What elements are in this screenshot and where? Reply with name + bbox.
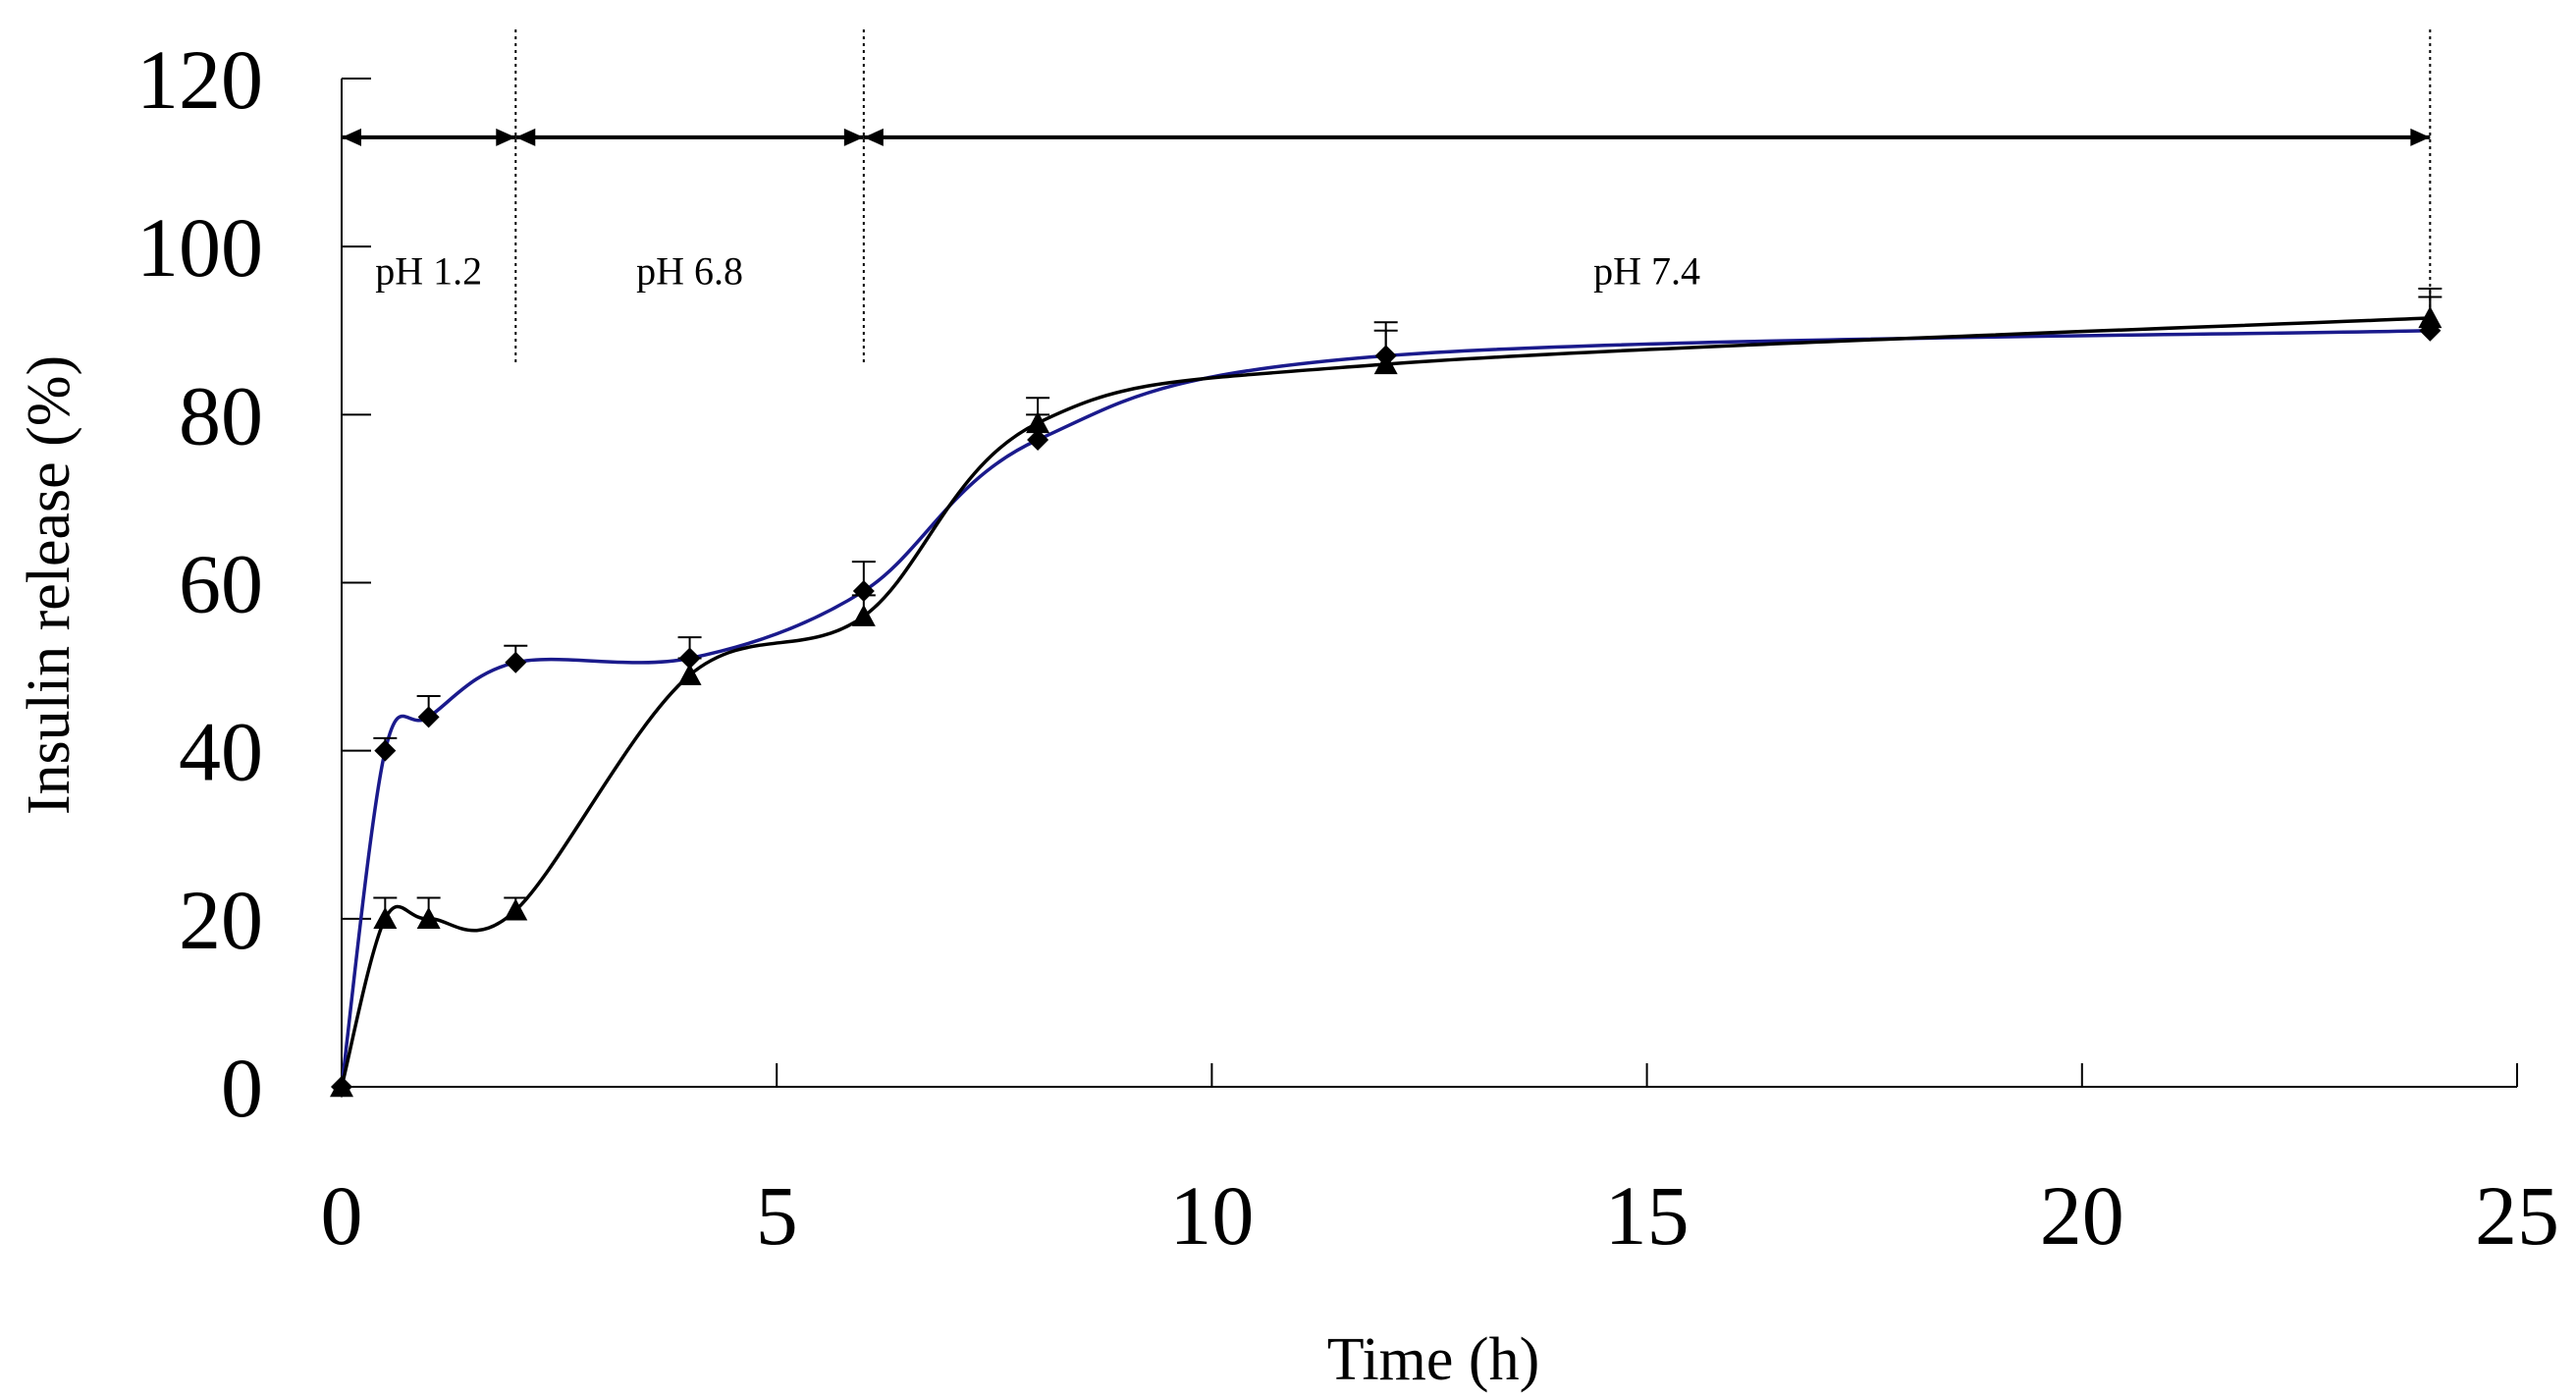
series-line <box>340 316 2431 1088</box>
data-point-triangle <box>1373 351 1398 375</box>
ticks: 0 20 40 60 80 100 120 0 5 10 15 20 25 <box>136 32 2559 1263</box>
data-point-diamond <box>852 580 875 603</box>
data-point-diamond <box>1027 429 1049 452</box>
ph-regions: pH 1.2 pH 6.8 pH 7.4 <box>342 29 2432 364</box>
data-point-diamond <box>505 651 527 673</box>
triangle-series <box>330 287 2442 1098</box>
arrowhead-left <box>342 128 361 146</box>
x-tick-label: 20 <box>2040 1168 2124 1263</box>
diamond-series <box>331 296 2442 1098</box>
y-tick-label: 60 <box>179 537 263 631</box>
series-line <box>340 329 2431 1088</box>
ph-region-label: pH 6.8 <box>636 249 743 294</box>
arrowhead-right <box>843 128 864 146</box>
y-tick-label: 80 <box>179 368 263 462</box>
x-tick-label: 5 <box>756 1168 798 1263</box>
data-point-triangle <box>330 1075 353 1098</box>
x-tick-label: 0 <box>321 1168 363 1263</box>
ph-region-label: pH 7.4 <box>1593 249 1700 294</box>
data-point-diamond <box>374 739 397 762</box>
y-axis-title: Insulin release (%) <box>16 355 82 815</box>
y-tick-label: 20 <box>179 873 263 967</box>
data-point-triangle <box>373 906 398 930</box>
x-tick-label: 10 <box>1169 1168 1254 1263</box>
x-tick-label: 15 <box>1605 1168 1690 1263</box>
x-tick-label: 25 <box>2475 1168 2559 1263</box>
data-point-diamond <box>417 706 440 728</box>
data-point-triangle <box>677 663 702 685</box>
y-tick-label: 0 <box>221 1041 263 1135</box>
data-point-triangle <box>504 898 528 921</box>
data-point-triangle <box>851 604 876 626</box>
arrowhead-right <box>2410 128 2431 146</box>
axes <box>341 79 2517 1088</box>
arrowhead-right <box>496 128 516 146</box>
arrowhead-left <box>515 128 536 146</box>
data-point-triangle <box>2418 305 2442 329</box>
arrowhead-left <box>863 128 884 146</box>
y-tick-label: 120 <box>136 32 263 127</box>
x-axis-title: Time (h) <box>1327 1326 1539 1393</box>
data-point-triangle <box>1026 410 1050 434</box>
series-group <box>330 287 2442 1098</box>
y-tick-label: 40 <box>179 705 263 799</box>
y-tick-label: 100 <box>136 200 263 295</box>
data-point-triangle <box>416 906 441 930</box>
ph-region-label: pH 1.2 <box>375 249 482 294</box>
